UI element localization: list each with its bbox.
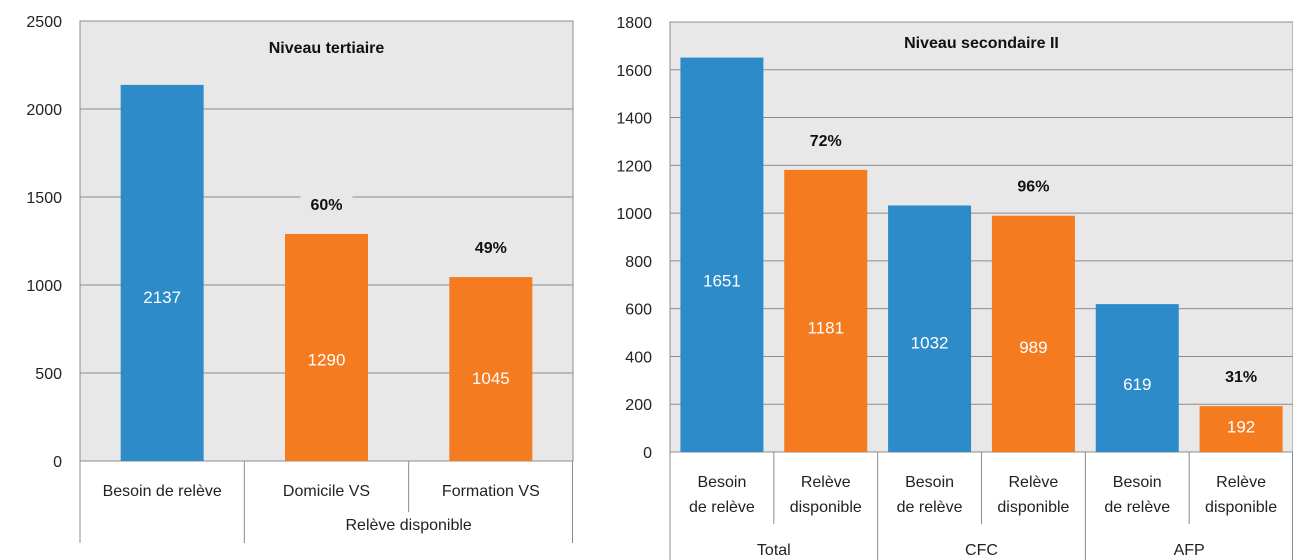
y-tick-label: 800: [625, 254, 652, 271]
category-label: Relève: [801, 474, 851, 491]
y-tick-label: 500: [35, 366, 62, 383]
category-label: Formation VS: [442, 483, 540, 500]
bar-value-label: 1181: [807, 319, 844, 338]
bar: [449, 277, 533, 461]
title-bg: [232, 33, 421, 61]
y-tick-label: 1200: [616, 158, 652, 175]
category-label: Besoin de relève: [103, 483, 222, 500]
y-tick-label: 1800: [616, 15, 652, 32]
percent-label: 72%: [810, 133, 842, 150]
bar-value-label: 619: [1123, 375, 1151, 394]
percent-label-bg: [799, 127, 852, 154]
group-label: CFC: [965, 542, 998, 559]
category-label: Relève: [1009, 474, 1059, 491]
bar-value-label: 1045: [472, 369, 510, 388]
category-label: Besoin: [697, 474, 746, 491]
y-tick-label: 200: [625, 397, 652, 414]
y-tick-label: 1600: [616, 63, 652, 80]
y-tick-label: 2000: [26, 102, 62, 119]
percent-label: 60%: [310, 197, 342, 214]
chart-title: Niveau secondaire II: [904, 35, 1059, 52]
bar: [120, 84, 204, 461]
category-label: Besoin: [1113, 474, 1162, 491]
percent-label-bg: [1007, 173, 1060, 200]
y-tick-label: 400: [625, 349, 652, 366]
percent-label-bg: [1215, 364, 1268, 391]
category-label: de relève: [897, 499, 963, 516]
y-tick-label: 1500: [26, 190, 62, 207]
chart-niveau-tertiaire: 0 500 1000 1500 2000 2500 Niveau tertiaire 2137…: [26, 14, 574, 543]
title-bg: [869, 28, 1094, 56]
bar: [991, 215, 1075, 452]
bar-value-label: 1651: [703, 271, 741, 290]
y-tick-label: 1000: [26, 278, 62, 295]
category-label: disponible: [1205, 499, 1277, 516]
category-label: disponible: [997, 499, 1069, 516]
chart-title: Niveau tertiaire: [269, 40, 385, 57]
group-label: Relève disponible: [346, 517, 472, 534]
y-tick-label: 1400: [616, 111, 652, 128]
bar: [1095, 304, 1179, 452]
chart-niveau-secondaire-ii: 0 200 400 600 800 1000 1200 1400 1600 1800 Niveau …: [616, 15, 1293, 560]
y-tick-label: 0: [53, 454, 62, 471]
percent-label-bg: [300, 191, 353, 218]
bar-value-label: 989: [1019, 338, 1047, 357]
percent-label-bg: [464, 235, 517, 262]
y-tick-label: 600: [625, 302, 652, 319]
bar-value-label: 2137: [143, 288, 181, 307]
bar-value-label: 192: [1227, 418, 1255, 437]
bar-value-label: 1290: [308, 351, 346, 370]
y-tick-label: 1000: [616, 206, 652, 223]
group-label: AFP: [1174, 542, 1205, 559]
percent-label: 49%: [475, 240, 507, 257]
bar: [784, 169, 868, 452]
category-label: de relève: [689, 499, 755, 516]
bar-value-label: 1032: [911, 333, 949, 352]
category-label: Domicile VS: [283, 483, 370, 500]
bar: [1199, 406, 1283, 452]
bar: [888, 205, 972, 452]
percent-label: 31%: [1225, 369, 1257, 386]
percent-label: 96%: [1017, 179, 1049, 196]
y-tick-label: 0: [643, 445, 652, 462]
plot-area: [669, 21, 1293, 453]
category-label: disponible: [790, 499, 862, 516]
category-label: Relève: [1216, 474, 1266, 491]
group-label: Total: [757, 542, 791, 559]
category-label: Besoin: [905, 474, 954, 491]
bar: [285, 233, 368, 461]
y-tick-label: 2500: [26, 14, 62, 31]
category-label: de relève: [1104, 499, 1170, 516]
bar: [680, 57, 764, 452]
